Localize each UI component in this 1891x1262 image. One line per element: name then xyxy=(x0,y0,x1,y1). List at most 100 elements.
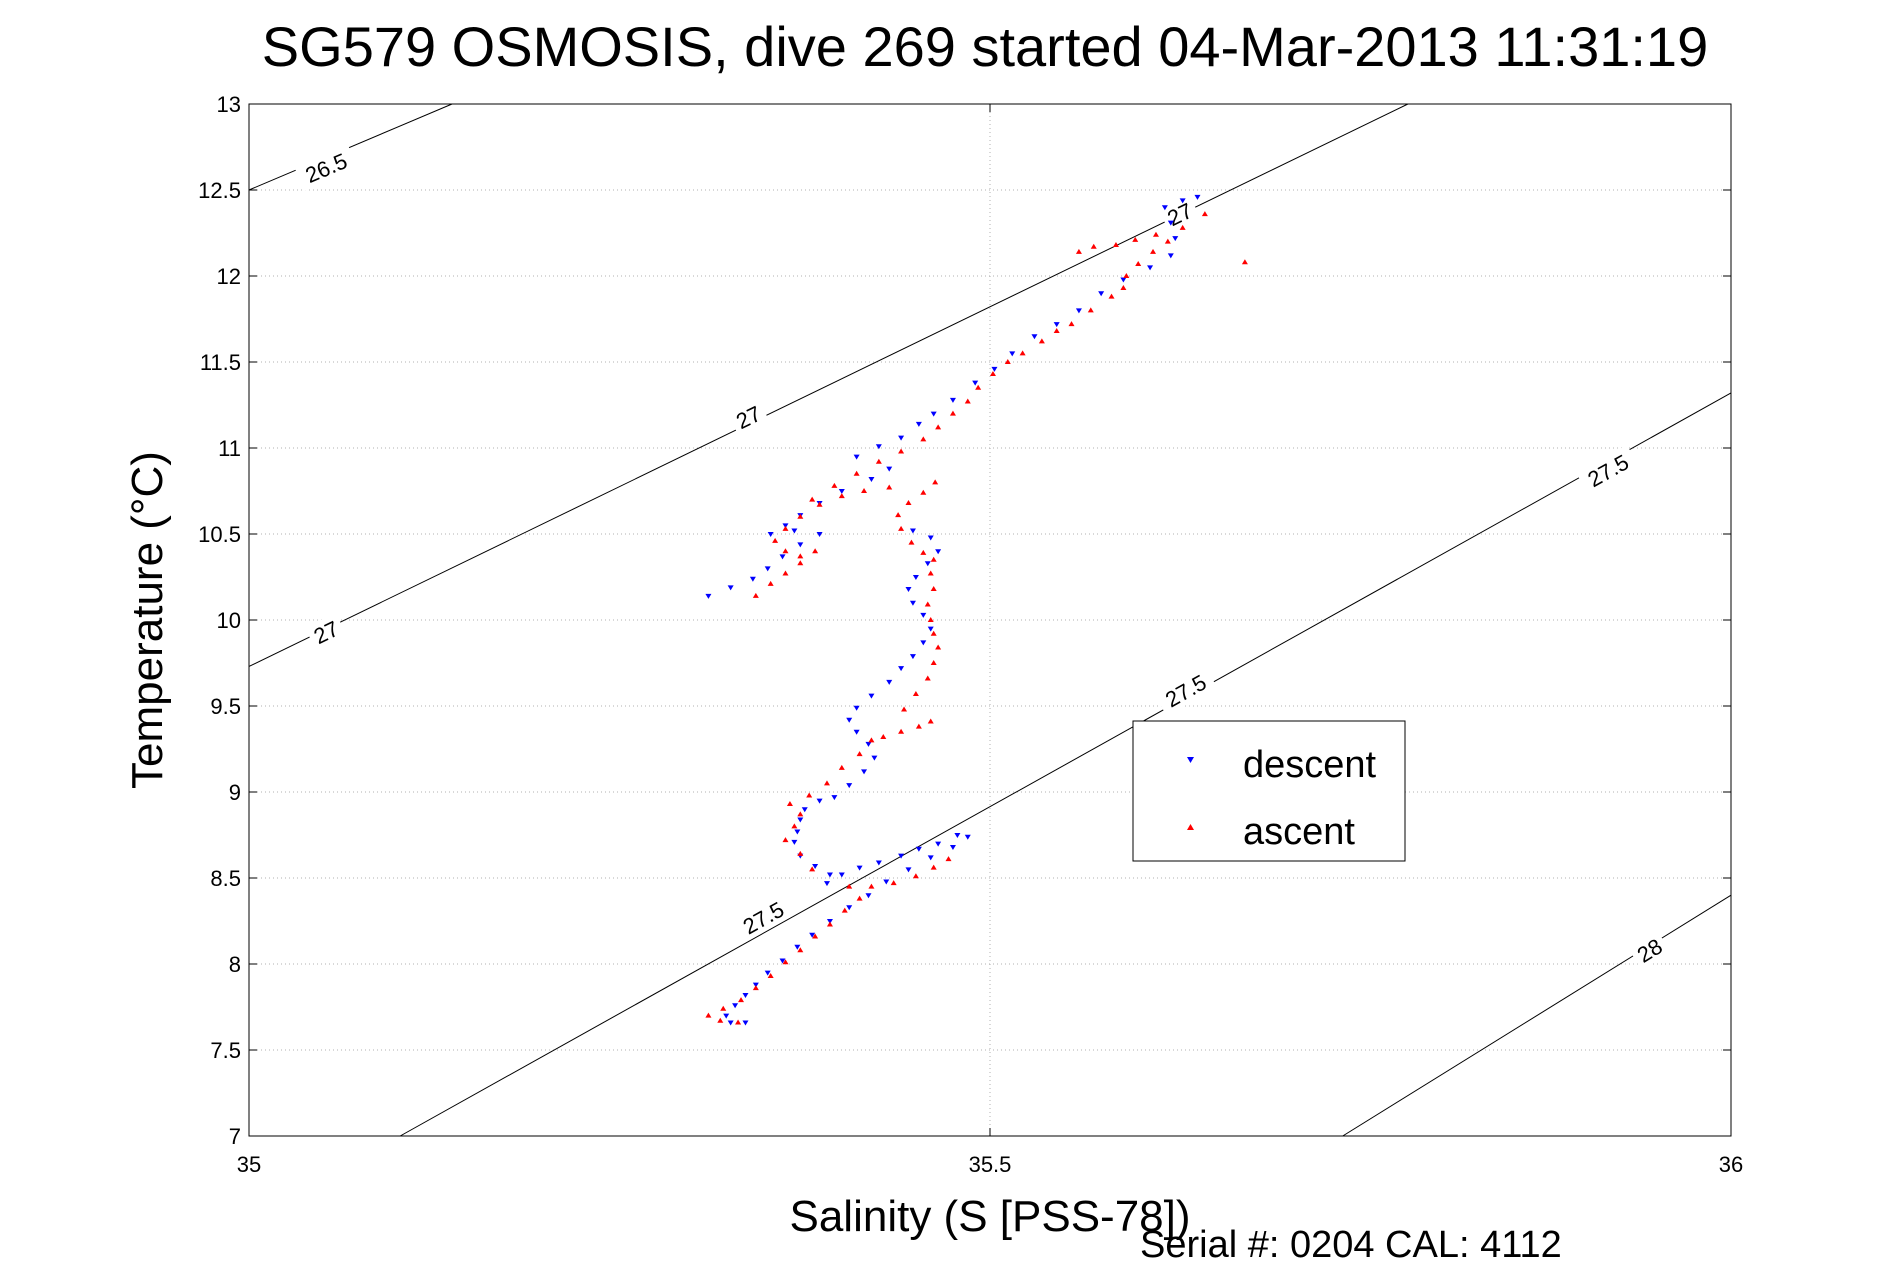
ascent-point xyxy=(868,737,875,743)
isopycnal-label-bg xyxy=(1576,444,1640,496)
ascent-point xyxy=(875,458,882,464)
descent-point xyxy=(742,992,749,998)
descent-point xyxy=(930,411,937,417)
ascent-point xyxy=(898,728,905,734)
ascent-point xyxy=(797,811,804,817)
descent-point xyxy=(853,729,860,735)
descent-point xyxy=(816,798,823,804)
ascent-point xyxy=(930,556,937,562)
y-tick-label: 9.5 xyxy=(210,694,241,719)
ascent-point xyxy=(886,484,893,490)
descent-point xyxy=(915,421,922,427)
descent-point xyxy=(1098,291,1105,297)
legend-box xyxy=(1132,720,1406,862)
x-axis-title: Salinity (S [PSS-78]) xyxy=(789,1192,1190,1241)
ascent-point xyxy=(826,921,833,927)
descent-point xyxy=(749,576,756,582)
ascent-point xyxy=(989,371,996,377)
descent-point xyxy=(794,829,801,835)
descent-point xyxy=(838,489,845,494)
ascent-point xyxy=(1068,321,1075,327)
ascent-point xyxy=(935,644,942,650)
ascent-point xyxy=(720,1005,727,1011)
descent-point xyxy=(838,872,845,878)
descent-point xyxy=(949,845,956,851)
isopycnal-line xyxy=(1342,894,1732,1137)
grid-lines xyxy=(249,104,1731,1136)
descent-point xyxy=(912,575,919,580)
ascent-point xyxy=(912,873,919,879)
descent-point xyxy=(1031,334,1038,340)
ascent-point xyxy=(912,690,919,696)
ascent-point xyxy=(930,630,937,636)
descent-point xyxy=(875,860,882,866)
descent-point xyxy=(853,705,860,711)
isopycnal-label-bg xyxy=(294,144,358,191)
isopycnal-label-bg xyxy=(727,397,770,437)
descent-point xyxy=(935,549,942,555)
ascent-point xyxy=(1120,285,1127,291)
isopycnal-label-bg xyxy=(305,612,348,652)
ascent-point xyxy=(782,837,789,843)
descent-point xyxy=(1167,220,1174,226)
ascent-point xyxy=(752,592,759,598)
ascent-point xyxy=(812,933,819,939)
ascent-point xyxy=(797,850,804,856)
ascent-point xyxy=(898,525,905,531)
ascent-point xyxy=(797,560,804,566)
ascent-point xyxy=(880,733,887,739)
ascent-point xyxy=(861,488,868,493)
descent-point xyxy=(886,679,893,685)
ascent-point xyxy=(915,723,922,729)
ascent-point xyxy=(767,580,774,586)
ascent-point xyxy=(932,479,939,485)
ascent-point xyxy=(949,410,956,416)
ascent-point xyxy=(1004,359,1011,364)
descent-point xyxy=(823,881,830,887)
descent-point xyxy=(846,717,853,723)
isopycnal-label-bg xyxy=(1628,930,1671,971)
ascent-point xyxy=(1132,236,1139,242)
descent-point xyxy=(927,535,934,541)
descent-point xyxy=(1167,253,1174,259)
y-tick-label: 10 xyxy=(217,608,241,633)
descent-point xyxy=(779,958,786,964)
ascent-point xyxy=(823,780,830,786)
ascent-point xyxy=(738,997,745,1003)
ascent-point xyxy=(786,801,793,807)
ascent-point xyxy=(767,973,774,979)
ascent-point xyxy=(806,792,813,798)
ascent-point xyxy=(856,895,863,901)
descent-point xyxy=(898,435,905,441)
ascent-point xyxy=(1053,328,1060,334)
ascent-point xyxy=(964,398,971,404)
serial-cal-footer: Serial #: 0204 CAL: 4112 xyxy=(1140,1224,1562,1262)
ascent-point xyxy=(930,660,937,665)
ascent-point xyxy=(797,513,804,519)
y-tick-label: 9 xyxy=(229,780,241,805)
legend-ascent-label: ascent xyxy=(1243,811,1355,853)
descent-point xyxy=(898,853,905,859)
ascent-point xyxy=(846,883,853,889)
isopycnal-line xyxy=(248,103,1409,667)
ascent-point xyxy=(945,856,952,862)
descent-point xyxy=(831,795,838,801)
ascent-point xyxy=(717,1017,724,1023)
ascent-point xyxy=(816,501,823,507)
ascent-point xyxy=(1108,293,1115,299)
descent-point xyxy=(764,970,771,976)
ascent-point xyxy=(1152,231,1159,237)
descent-point xyxy=(742,1020,749,1026)
ascent-point xyxy=(797,947,804,953)
descent-point xyxy=(1179,198,1186,204)
ascent-point xyxy=(930,586,937,592)
ascent-point xyxy=(782,525,789,531)
ascent-point xyxy=(1075,248,1082,254)
ascent-point xyxy=(705,1012,712,1018)
descent-point xyxy=(732,1003,739,1009)
legend-ascent-marker xyxy=(1187,824,1194,830)
descent-point xyxy=(909,654,916,660)
y-tick-label: 13 xyxy=(217,92,241,117)
isopycnal-label-bg xyxy=(1153,665,1218,717)
ascent-point xyxy=(930,864,937,870)
